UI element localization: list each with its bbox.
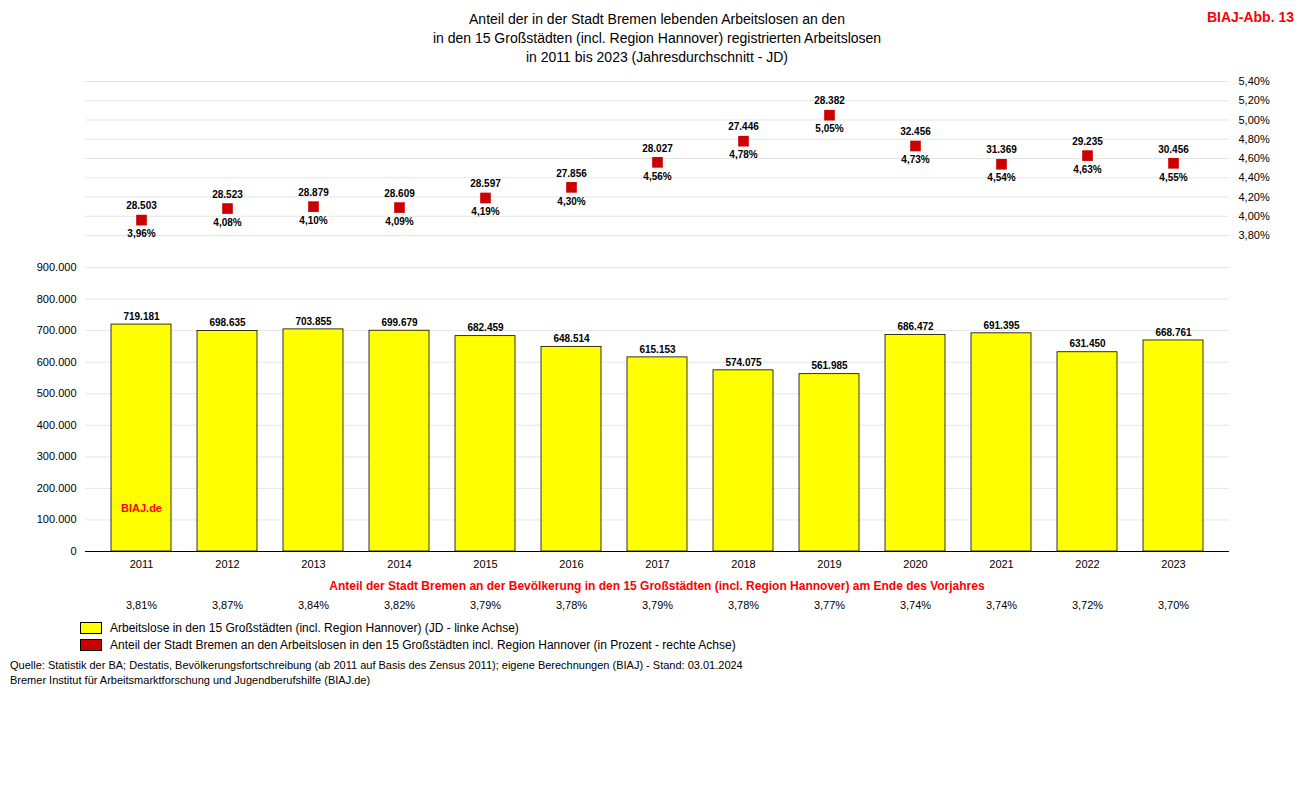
svg-text:600.000: 600.000	[37, 356, 77, 368]
html-text:in den 15 Großstädten (incl. R: in den 15 Großstädten (incl. Region Hann…	[432, 30, 882, 46]
svg-text:27.856: 27.856	[556, 168, 587, 179]
svg-text:28.027: 28.027	[642, 143, 673, 154]
svg-text:28.597: 28.597	[470, 178, 501, 189]
svg-text:800.000: 800.000	[37, 293, 77, 305]
svg-text:28.382: 28.382	[814, 95, 845, 106]
svg-text:615.153: 615.153	[639, 344, 676, 355]
svg-text:200.000: 200.000	[37, 482, 77, 494]
svg-text:3,82%: 3,82%	[384, 599, 415, 611]
svg-text:3,78%: 3,78%	[728, 599, 759, 611]
svg-text:686.472: 686.472	[897, 321, 934, 332]
html-text:Arbeitslose in den 15 Großstäd: Arbeitslose in den 15 Großstädten (incl.…	[110, 621, 519, 635]
html-text:in 2011 bis 2023 (Jahresdurchs: in 2011 bis 2023 (Jahresdurchschnitt - J…	[526, 49, 788, 65]
svg-text:3,87%: 3,87%	[212, 599, 243, 611]
svg-text:4,08%: 4,08%	[213, 217, 241, 228]
svg-text:703.855: 703.855	[295, 316, 332, 327]
svg-text:28.503: 28.503	[126, 200, 157, 211]
html-text:Anteil der in der Stadt Bremen: Anteil der in der Stadt Bremen lebenden …	[469, 11, 845, 27]
svg-text:500.000: 500.000	[37, 387, 77, 399]
svg-text:3,70%: 3,70%	[1158, 599, 1189, 611]
svg-text:3,72%: 3,72%	[1072, 599, 1103, 611]
svg-text:3,74%: 3,74%	[986, 599, 1017, 611]
svg-text:28.879: 28.879	[298, 187, 329, 198]
svg-text:2011: 2011	[130, 558, 154, 570]
svg-text:2017: 2017	[645, 558, 669, 570]
svg-text:100.000: 100.000	[37, 513, 77, 525]
svg-text:3,79%: 3,79%	[642, 599, 673, 611]
html-text:Anteil der Stadt Bremen an den: Anteil der Stadt Bremen an den Arbeitslo…	[110, 638, 736, 652]
svg-text:2023: 2023	[1161, 558, 1185, 570]
html-text:Anteil der Stadt Bremen an der: Anteil der Stadt Bremen an der Bevölkeru…	[329, 579, 985, 593]
html-text:Quelle: Statistik der BA; Dest: Quelle: Statistik der BA; Destatis, Bevö…	[10, 659, 743, 671]
svg-text:2018: 2018	[731, 558, 755, 570]
svg-text:5,05%: 5,05%	[815, 123, 843, 134]
svg-text:31.369: 31.369	[986, 144, 1017, 155]
svg-text:3,78%: 3,78%	[556, 599, 587, 611]
svg-text:5,40%: 5,40%	[1239, 75, 1270, 87]
svg-text:4,55%: 4,55%	[1159, 172, 1187, 183]
svg-text:2022: 2022	[1075, 558, 1099, 570]
svg-text:691.395: 691.395	[983, 320, 1020, 331]
svg-text:3,96%: 3,96%	[127, 228, 155, 239]
svg-text:2021: 2021	[989, 558, 1013, 570]
svg-text:300.000: 300.000	[37, 450, 77, 462]
svg-text:2012: 2012	[215, 558, 239, 570]
svg-text:719.181: 719.181	[123, 311, 160, 322]
svg-text:3,74%: 3,74%	[900, 599, 931, 611]
svg-text:4,00%: 4,00%	[1239, 210, 1270, 222]
svg-text:2020: 2020	[903, 558, 927, 570]
svg-text:4,80%: 4,80%	[1239, 133, 1270, 145]
svg-text:32.456: 32.456	[900, 126, 931, 137]
svg-text:668.761: 668.761	[1155, 327, 1192, 338]
svg-text:574.075: 574.075	[725, 357, 762, 368]
svg-text:5,20%: 5,20%	[1239, 94, 1270, 106]
svg-text:400.000: 400.000	[37, 419, 77, 431]
svg-text:5,00%: 5,00%	[1239, 114, 1270, 126]
svg-text:4,20%: 4,20%	[1239, 191, 1270, 203]
svg-text:4,73%: 4,73%	[901, 154, 929, 165]
svg-text:561.985: 561.985	[811, 360, 848, 371]
svg-text:2016: 2016	[559, 558, 583, 570]
svg-text:2015: 2015	[473, 558, 497, 570]
svg-text:4,54%: 4,54%	[987, 172, 1015, 183]
svg-text:27.446: 27.446	[728, 121, 759, 132]
svg-text:BIAJ.de: BIAJ.de	[121, 502, 162, 514]
svg-text:900.000: 900.000	[37, 261, 77, 273]
svg-text:682.459: 682.459	[467, 322, 504, 333]
svg-text:699.679: 699.679	[381, 317, 418, 328]
svg-text:2013: 2013	[301, 558, 325, 570]
svg-text:4,78%: 4,78%	[729, 149, 757, 160]
svg-text:4,56%: 4,56%	[643, 171, 671, 182]
svg-text:4,40%: 4,40%	[1239, 171, 1270, 183]
svg-text:700.000: 700.000	[37, 324, 77, 336]
svg-text:4,09%: 4,09%	[385, 216, 413, 227]
svg-text:4,60%: 4,60%	[1239, 152, 1270, 164]
svg-text:4,19%: 4,19%	[471, 206, 499, 217]
svg-text:648.514: 648.514	[553, 333, 590, 344]
svg-text:2014: 2014	[387, 558, 411, 570]
svg-text:2019: 2019	[817, 558, 841, 570]
html-text:Bremer Institut für Arbeitsmar: Bremer Institut für Arbeitsmarktforschun…	[10, 674, 371, 686]
svg-text:4,63%: 4,63%	[1073, 164, 1101, 175]
svg-text:3,80%: 3,80%	[1239, 229, 1270, 241]
svg-text:30.456: 30.456	[1158, 144, 1189, 155]
svg-text:3,81%: 3,81%	[126, 599, 157, 611]
svg-text:3,79%: 3,79%	[470, 599, 501, 611]
svg-text:29.235: 29.235	[1072, 136, 1103, 147]
html-text:BIAJ-Abb. 13: BIAJ-Abb. 13	[1206, 9, 1294, 25]
svg-text:28.609: 28.609	[384, 188, 415, 199]
svg-text:3,84%: 3,84%	[298, 599, 329, 611]
svg-text:4,10%: 4,10%	[299, 215, 327, 226]
svg-text:3,77%: 3,77%	[814, 599, 845, 611]
svg-text:4,30%: 4,30%	[557, 196, 585, 207]
svg-text:631.450: 631.450	[1069, 338, 1106, 349]
svg-text:0: 0	[70, 545, 76, 557]
svg-text:28.523: 28.523	[212, 189, 243, 200]
svg-text:698.635: 698.635	[209, 317, 246, 328]
